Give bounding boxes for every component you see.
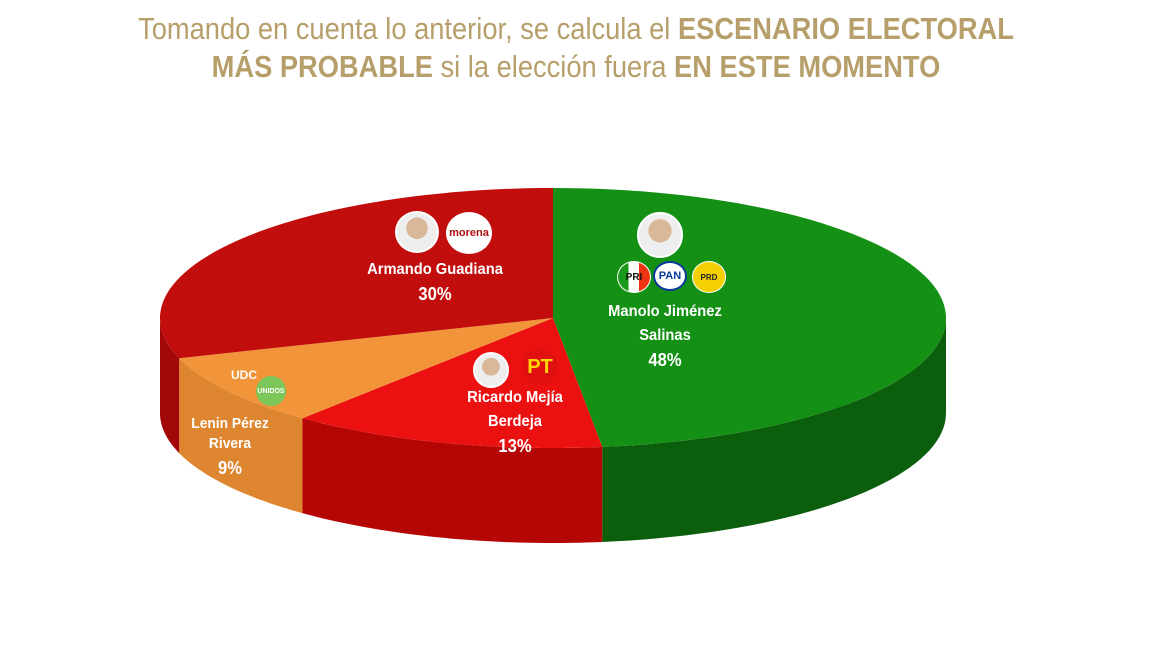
morena-logo-icon: morena [446,212,492,254]
slice-value: 48% [648,350,682,370]
slice-value: 9% [218,458,242,478]
title-bold: MÁS PROBABLE [211,49,433,84]
pie-slice-side [302,418,603,543]
candidate-photo-manolo [637,212,683,258]
pie-slice-side [602,318,946,542]
title-bold: ESCENARIO ELECTORAL [677,11,1014,46]
slice-value: 13% [498,436,532,456]
pie-slice-side [179,358,303,514]
candidate-photo-ricardo [473,352,509,388]
udc-logo-icon: UDC [231,368,257,382]
slice-label-manolo: Manolo Jiménez Salinas 48% [596,300,734,372]
slice-label-ricardo: Ricardo Mejía Berdeja 13% [455,386,575,458]
title-text: Tomando en cuenta lo anterior, se calcul… [138,11,678,46]
slice-name: Lenin Pérez [191,415,269,432]
prd-logo-icon: PRD [692,261,726,293]
pie-slice [302,318,603,448]
slice-name: Rivera [208,435,252,452]
chart-title: Tomando en cuenta lo anterior, se calcul… [69,10,1083,86]
candidate-photo-armando [395,211,439,253]
pan-logo-icon: PAN [653,261,687,291]
slice-name: Manolo Jiménez [608,303,722,320]
title-bold: EN ESTE MOMENTO [674,49,941,84]
slice-name: Armando Guadiana [367,261,503,278]
slice-label-armando: Armando Guadiana 30% [348,258,523,306]
unidos-logo-icon: UNIDOS [256,376,286,406]
slice-name: Berdeja [487,413,542,430]
slice-name: Ricardo Mejía [467,389,563,406]
pie-slice-side [160,318,180,454]
pt-logo-icon: PT [522,349,558,385]
slice-name: Salinas [639,327,691,344]
slice-label-lenin: Lenin Pérez Rivera 9% [184,414,276,478]
slice-value: 30% [418,284,452,304]
pri-logo-icon: PRI [617,261,651,293]
title-text: si la elección fuera [432,49,675,84]
